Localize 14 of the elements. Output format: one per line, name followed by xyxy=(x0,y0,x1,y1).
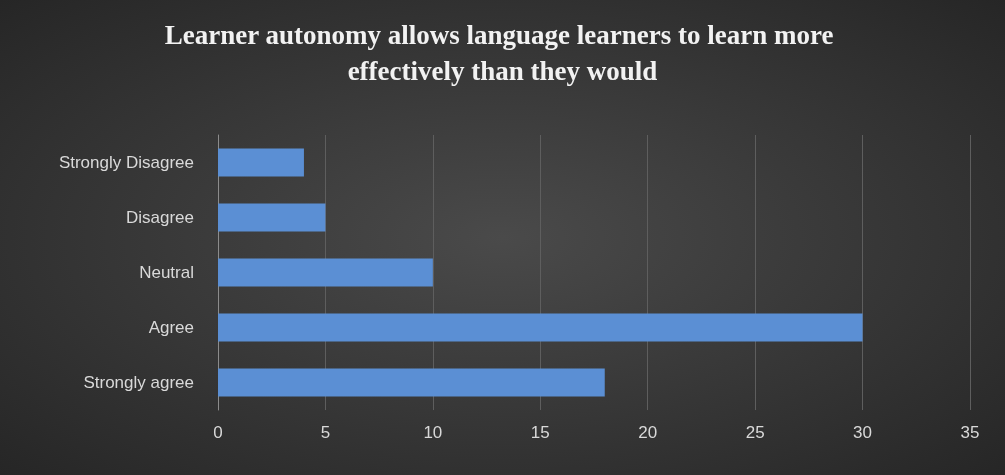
x-tick-label: 25 xyxy=(745,423,765,442)
y-tick-label: Neutral xyxy=(139,263,194,282)
y-tick-label: Disagree xyxy=(125,208,194,227)
y-tick-label: Agree xyxy=(148,318,194,337)
x-tick-label: 35 xyxy=(960,423,980,442)
y-tick-label: Strongly agree xyxy=(83,373,194,392)
x-tick-label: 10 xyxy=(423,423,443,442)
x-tick-label: 20 xyxy=(638,423,658,442)
x-tick-label: 0 xyxy=(213,423,223,442)
x-tick-label: 15 xyxy=(530,423,550,442)
x-tick-label: 5 xyxy=(320,423,331,442)
chart-title: Learner autonomy allows language learners to learn more effectively than they would xyxy=(164,20,841,86)
x-tick-label: 30 xyxy=(853,423,873,442)
y-tick-label: Strongly Disagree xyxy=(58,153,194,172)
